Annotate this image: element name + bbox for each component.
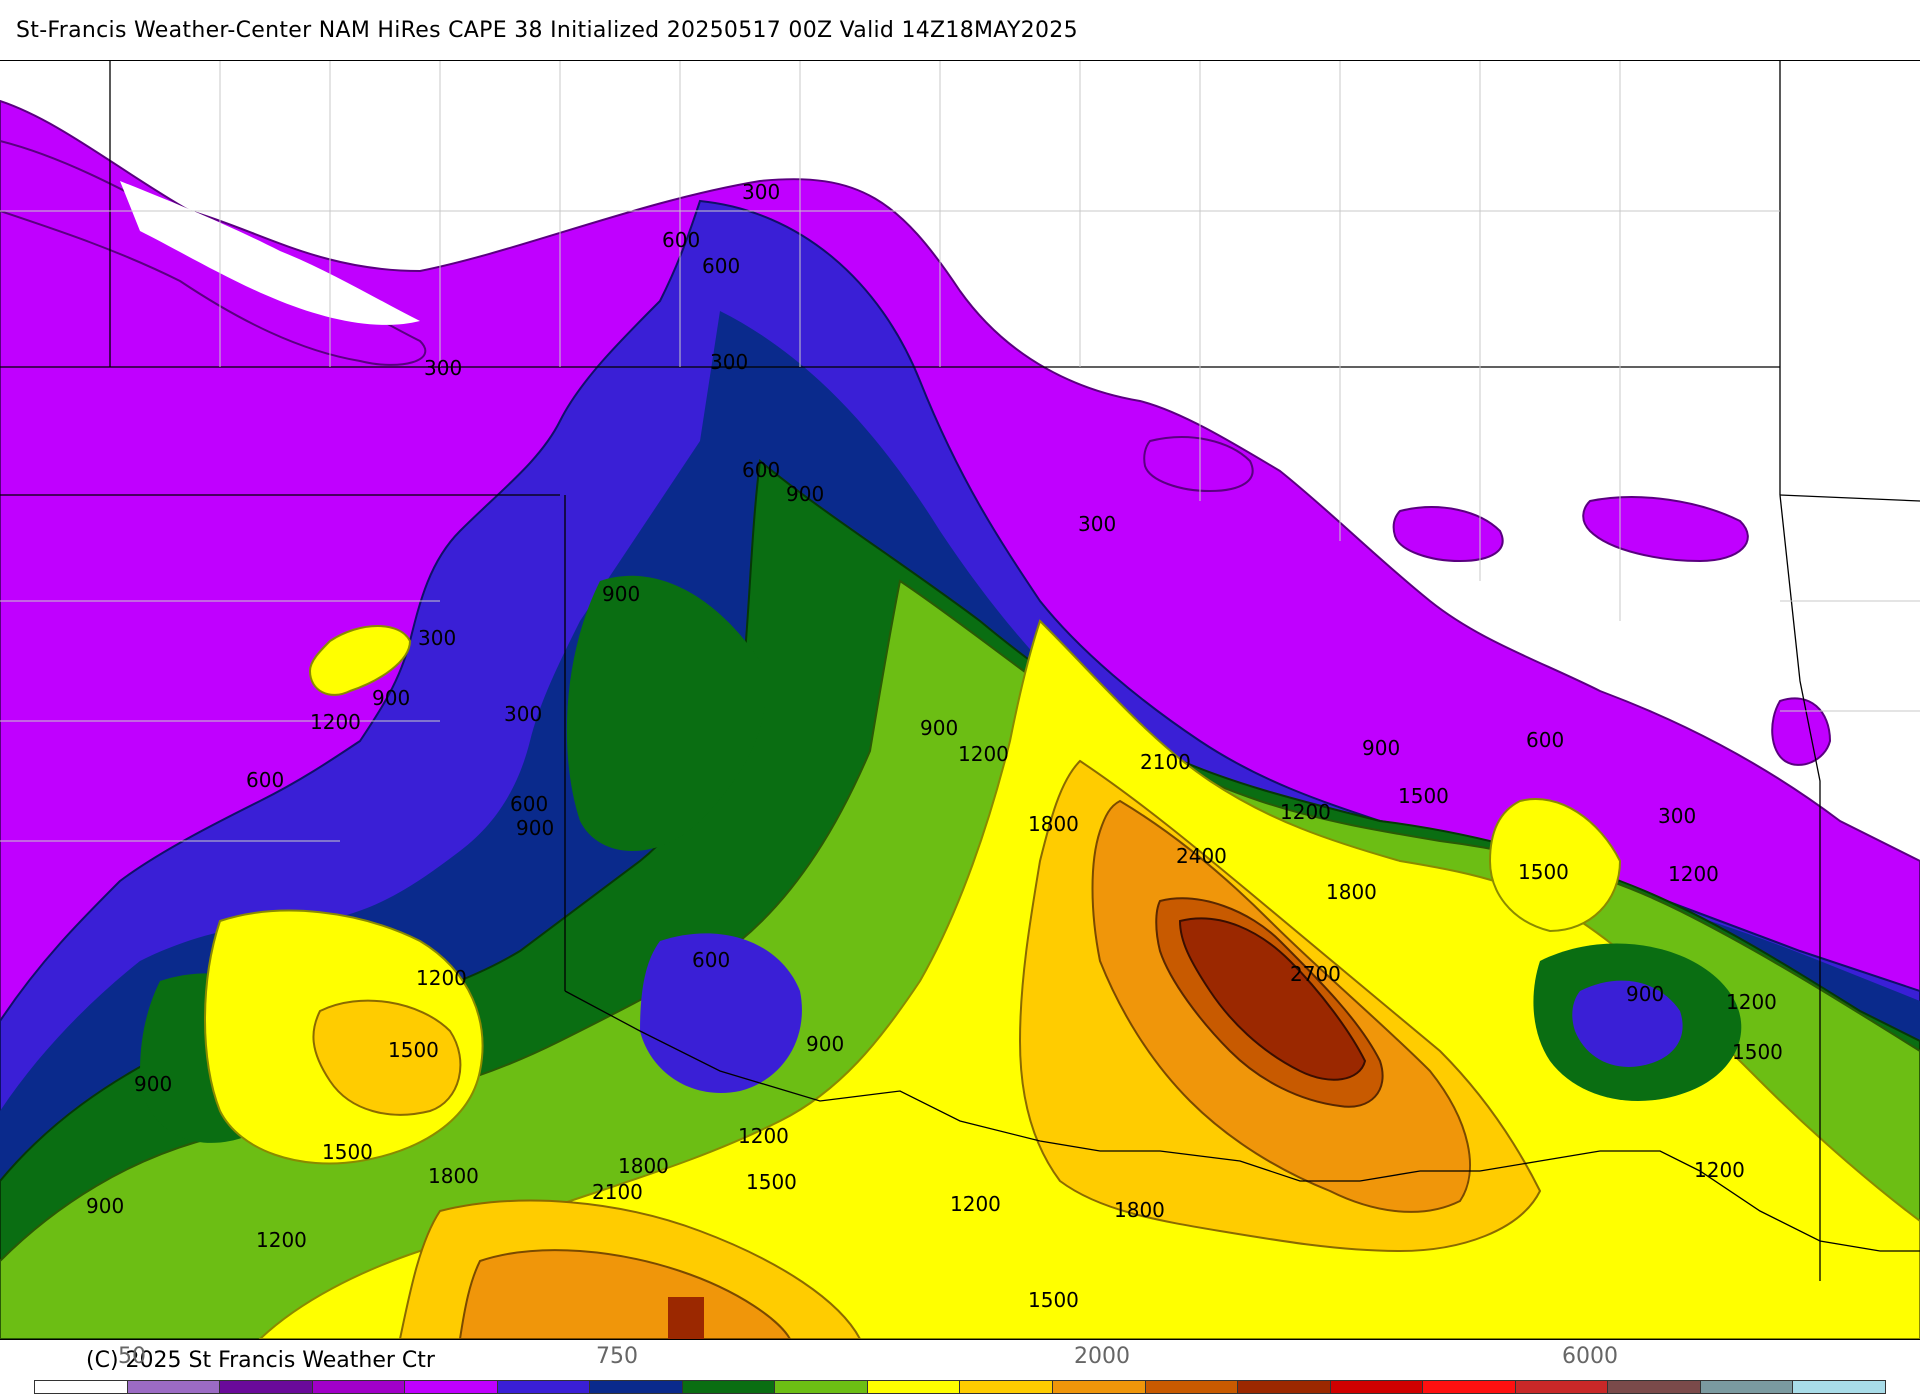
cape-map: 300 600 600 300 300 600 900 300 900 300 … [0, 60, 1920, 1340]
contour-labels: 300 600 600 300 300 600 900 300 900 300 … [86, 180, 1783, 1312]
county-lines [0, 61, 1920, 842]
contour-label: 300 [1078, 512, 1116, 536]
contour-label: 1200 [950, 1192, 1001, 1216]
color-legend-swatch [127, 1381, 221, 1393]
color-legend-swatch [405, 1381, 498, 1393]
contour-label: 1800 [618, 1154, 669, 1178]
contour-label: 600 [702, 254, 740, 278]
cape-map-canvas: 300 600 600 300 300 600 900 300 900 300 … [0, 61, 1920, 1339]
contour-label: 600 [662, 228, 700, 252]
contour-label: 900 [1626, 982, 1664, 1006]
contour-label: 600 [692, 948, 730, 972]
contour-label: 900 [134, 1072, 172, 1096]
contour-label: 1500 [1398, 784, 1449, 808]
color-legend-swatch [1700, 1381, 1794, 1393]
contour-label: 300 [418, 626, 456, 650]
contour-label: 300 [742, 180, 780, 204]
contour-label: 300 [424, 356, 462, 380]
color-legend-swatch [867, 1381, 961, 1393]
legend-tick-label: 2000 [1074, 1344, 1130, 1369]
contour-label: 600 [510, 792, 548, 816]
contour-label: 2700 [1290, 962, 1341, 986]
contour-label: 1200 [958, 742, 1009, 766]
contour-label: 1200 [1694, 1158, 1745, 1182]
contour-label: 1200 [1280, 800, 1331, 824]
contour-label: 1500 [746, 1170, 797, 1194]
contour-label: 600 [246, 768, 284, 792]
color-legend-swatch [1145, 1381, 1239, 1393]
color-legend-swatch [1053, 1381, 1146, 1393]
contour-label: 1800 [1326, 880, 1377, 904]
legend-tick-label: 750 [596, 1344, 638, 1369]
contour-label: 1500 [1028, 1288, 1079, 1312]
contour-label: 1500 [1732, 1040, 1783, 1064]
contour-label: 1200 [1668, 862, 1719, 886]
boundaries [0, 61, 1920, 1281]
contour-label: 1200 [1726, 990, 1777, 1014]
contour-label: 900 [786, 482, 824, 506]
contour-label: 600 [1526, 728, 1564, 752]
contour-label: 1800 [1114, 1198, 1165, 1222]
contour-label: 900 [1362, 736, 1400, 760]
color-legend-swatch [775, 1381, 868, 1393]
color-legend-swatch [1515, 1381, 1609, 1393]
color-legend-swatch [497, 1381, 591, 1393]
cape-band-2700 [1178, 917, 1367, 1081]
contour-label: 1500 [322, 1140, 373, 1164]
contour-label: 300 [1658, 804, 1696, 828]
color-legend-swatch [1330, 1381, 1424, 1393]
contour-label: 900 [602, 582, 640, 606]
contour-label: 600 [742, 458, 780, 482]
color-legend-swatch [1793, 1381, 1885, 1393]
contour-label: 1500 [388, 1038, 439, 1062]
contour-label: 1500 [1518, 860, 1569, 884]
color-legend-swatch [682, 1381, 776, 1393]
color-legend-swatch [1608, 1381, 1701, 1393]
contour-label: 1800 [428, 1164, 479, 1188]
map-title: St-Francis Weather-Center NAM HiRes CAPE… [16, 18, 1078, 43]
color-legend-swatch [35, 1381, 128, 1393]
contour-label: 300 [504, 702, 542, 726]
contour-label: 1200 [310, 710, 361, 734]
contour-label: 2100 [592, 1180, 643, 1204]
legend-tick-label: 50 [118, 1344, 146, 1369]
legend-tick-label: 6000 [1562, 1344, 1618, 1369]
contour-label: 1200 [416, 966, 467, 990]
color-legend-swatch [1423, 1381, 1516, 1393]
contour-label: 900 [86, 1194, 124, 1218]
copyright-text: (C) 2025 St Francis Weather Ctr [86, 1348, 435, 1373]
contour-label: 900 [920, 716, 958, 740]
contour-label: 1200 [738, 1124, 789, 1148]
contour-label: 1800 [1028, 812, 1079, 836]
contour-label: 2400 [1176, 844, 1227, 868]
color-legend-swatch [1238, 1381, 1331, 1393]
contour-label: 300 [710, 350, 748, 374]
contour-label: 900 [806, 1032, 844, 1056]
color-legend-swatch [590, 1381, 683, 1393]
contour-label: 900 [516, 816, 554, 840]
contour-label: 2100 [1140, 750, 1191, 774]
color-legend-swatch [312, 1381, 406, 1393]
color-legend-swatch [220, 1381, 313, 1393]
color-legend-bar [34, 1380, 1886, 1394]
color-legend-swatch [960, 1381, 1054, 1393]
contour-label: 900 [372, 686, 410, 710]
contour-label: 1200 [256, 1228, 307, 1252]
